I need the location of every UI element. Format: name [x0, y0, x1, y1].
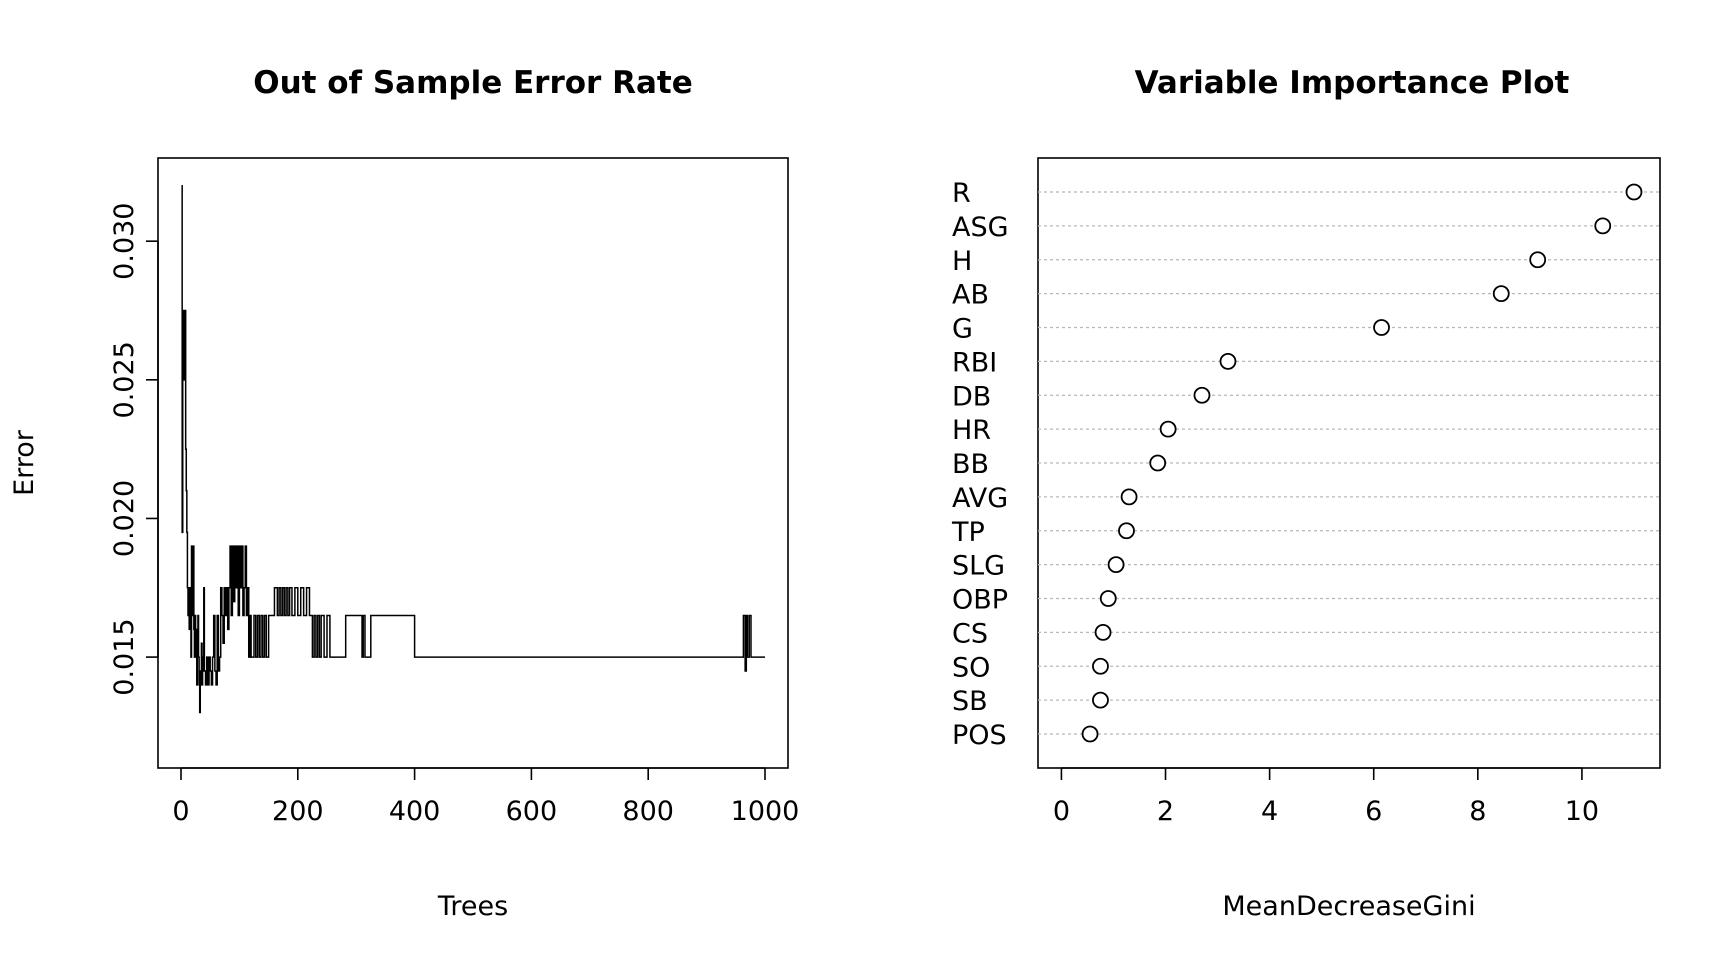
variable-importance-x-axis-label: MeanDecreaseGini	[1222, 891, 1475, 922]
variable-label: SLG	[952, 551, 1005, 582]
x-tick-label: 8	[1469, 796, 1486, 827]
variable-row: OBP	[952, 585, 1660, 616]
importance-point	[1094, 623, 1112, 641]
importance-point	[1118, 522, 1135, 540]
variable-row: AVG	[952, 483, 1660, 514]
x-tick-label: 2	[1157, 796, 1174, 827]
x-tick-label: 0	[1053, 796, 1070, 827]
importance-point	[1193, 386, 1211, 404]
variable-label: POS	[952, 720, 1007, 751]
variable-row: ASG	[952, 212, 1660, 243]
x-tick-label: 600	[506, 796, 558, 827]
variable-row: TP	[951, 517, 1660, 548]
y-tick-label: 0.015	[109, 618, 140, 695]
importance-point	[1594, 217, 1612, 235]
x-tick-label: 400	[389, 796, 441, 827]
variable-label: OBP	[952, 585, 1008, 616]
variable-label: G	[952, 314, 973, 345]
variable-label: RBI	[952, 347, 997, 378]
variable-label: HR	[952, 415, 991, 446]
x-tick-label: 200	[272, 796, 324, 827]
error-rate-x-axis: 0 200 400 600 800 1000	[172, 767, 800, 827]
variable-row: G	[952, 314, 1660, 345]
x-tick-label: 6	[1365, 796, 1382, 827]
y-tick-label: 0.025	[109, 341, 140, 418]
importance-point	[1625, 183, 1643, 201]
variable-row: SB	[952, 686, 1660, 717]
x-tick-label: 800	[622, 796, 674, 827]
variable-row: H	[952, 246, 1660, 277]
importance-point	[1373, 319, 1390, 336]
variable-row: R	[952, 178, 1660, 209]
variable-row: HR	[952, 415, 1660, 446]
variable-importance-panel: Variable Importance Plot MeanDecreaseGin…	[951, 65, 1661, 922]
variable-row: POS	[952, 720, 1660, 751]
variable-importance-x-axis: 0 2 4 6 8 10	[1053, 767, 1599, 827]
importance-point	[1529, 251, 1547, 269]
variable-label: R	[952, 178, 971, 209]
variable-row: SLG	[952, 551, 1660, 582]
variable-label: SO	[952, 652, 990, 683]
importance-point	[1099, 590, 1117, 607]
importance-point	[1120, 488, 1138, 506]
variable-label: AB	[952, 280, 989, 311]
variable-label: AVG	[952, 483, 1008, 514]
error-rate-x-axis-label: Trees	[437, 891, 508, 922]
error-rate-panel: Out of Sample Error Rate Trees Error 0 20…	[9, 65, 799, 922]
variable-row: SO	[952, 652, 1660, 683]
variable-row: AB	[952, 280, 1660, 311]
variable-row: CS	[952, 618, 1660, 649]
error-rate-series-line	[181, 184, 765, 714]
variable-label: H	[952, 246, 972, 277]
x-tick-label: 10	[1565, 796, 1599, 827]
error-rate-title: Out of Sample Error Rate	[253, 65, 693, 101]
importance-point	[1092, 691, 1109, 709]
x-tick-label: 4	[1261, 796, 1278, 827]
importance-point	[1081, 725, 1099, 743]
variable-row: DB	[952, 381, 1660, 412]
variable-importance-title: Variable Importance Plot	[1135, 65, 1570, 101]
x-tick-label: 0	[172, 796, 189, 827]
importance-point	[1219, 352, 1237, 370]
variable-row: RBI	[952, 347, 1660, 378]
variable-label: SB	[952, 686, 988, 717]
variable-label: CS	[952, 618, 988, 649]
variable-label: TP	[951, 517, 985, 548]
variable-label: BB	[952, 449, 989, 480]
importance-point	[1092, 657, 1109, 675]
variable-label: DB	[952, 381, 991, 412]
error-rate-y-axis: 0.015 0.020 0.025 0.030	[109, 203, 159, 696]
importance-point	[1149, 454, 1167, 472]
error-rate-y-axis-label: Error	[9, 429, 40, 496]
importance-point	[1492, 285, 1510, 303]
variable-label: ASG	[952, 212, 1009, 243]
y-tick-label: 0.030	[109, 203, 140, 280]
x-tick-label: 1000	[731, 796, 800, 827]
y-tick-label: 0.020	[109, 480, 140, 557]
importance-point	[1159, 420, 1177, 438]
variable-row: BB	[952, 449, 1660, 480]
importance-point	[1107, 556, 1125, 574]
